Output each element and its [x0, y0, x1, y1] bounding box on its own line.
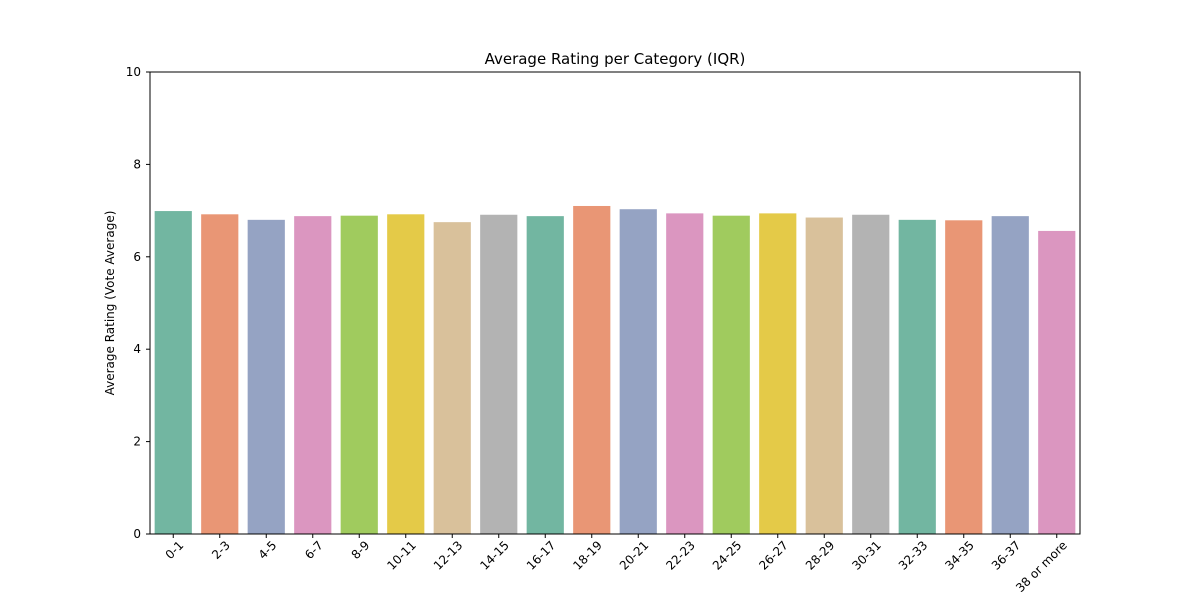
bar-36-37	[991, 216, 1029, 534]
bar-0-1	[154, 211, 192, 534]
y-tick-label: 0	[133, 527, 141, 541]
x-tick-label: 12-13	[431, 538, 466, 573]
x-tick-label: 30-31	[849, 538, 884, 573]
bar-26-27	[759, 213, 797, 534]
plot-frame	[149, 71, 1081, 535]
x-tick-label: 36-37	[989, 538, 1024, 573]
bar-16-17	[526, 216, 564, 534]
chart-title: Average Rating per Category (IQR)	[485, 50, 746, 68]
bar-34-35	[945, 220, 983, 535]
y-tick-label: 10	[126, 65, 141, 79]
x-tick-label: 6-7	[302, 538, 326, 562]
x-tick-label: 4-5	[256, 538, 280, 562]
bars-group	[154, 205, 1076, 535]
x-tick-label: 34-35	[942, 538, 977, 573]
y-axis: 0 2 4 6 8 10	[126, 65, 150, 541]
bar-4-5	[247, 219, 285, 534]
x-tick-label: 18-19	[570, 538, 605, 573]
bar-28-29	[805, 217, 843, 534]
x-tick-label: 28-29	[803, 538, 838, 573]
x-tick-label: 14-15	[477, 538, 512, 573]
bar-32-33	[898, 219, 936, 534]
y-axis-title: Average Rating (Vote Average)	[103, 211, 117, 396]
bar-20-21	[619, 209, 657, 534]
bar-12-13	[433, 222, 471, 534]
bar-24-25	[712, 215, 750, 534]
bar-6-7	[294, 216, 332, 534]
x-axis: 0-1 2-3 4-5 6-7 8-9 10-11 12-13 14-15 16-17 18-19…	[163, 534, 1070, 595]
bar-30-31	[852, 214, 890, 534]
x-tick-label: 22-23	[663, 538, 698, 573]
bar-38-or-more	[1038, 230, 1076, 534]
x-tick-label: 24-25	[710, 538, 745, 573]
bar-14-15	[480, 214, 518, 534]
bar-2-3	[201, 214, 239, 535]
x-tick-label: 20-21	[617, 538, 652, 573]
bar-22-23	[666, 213, 704, 534]
bar-18-19	[573, 205, 611, 535]
y-tick-label: 6	[133, 250, 141, 264]
y-tick-label: 2	[133, 435, 141, 449]
x-tick-label: 0-1	[163, 538, 187, 562]
x-tick-label: 16-17	[524, 538, 559, 573]
x-tick-label: 32-33	[896, 538, 931, 573]
x-tick-label: 8-9	[349, 538, 373, 562]
x-tick-label: 26-27	[756, 538, 791, 573]
y-tick-label: 4	[133, 342, 141, 356]
x-tick-label: 10-11	[384, 538, 419, 573]
x-tick-label: 2-3	[209, 538, 233, 562]
y-tick-label: 8	[133, 157, 141, 171]
bar-8-9	[340, 215, 378, 534]
bar-10-11	[387, 214, 425, 535]
